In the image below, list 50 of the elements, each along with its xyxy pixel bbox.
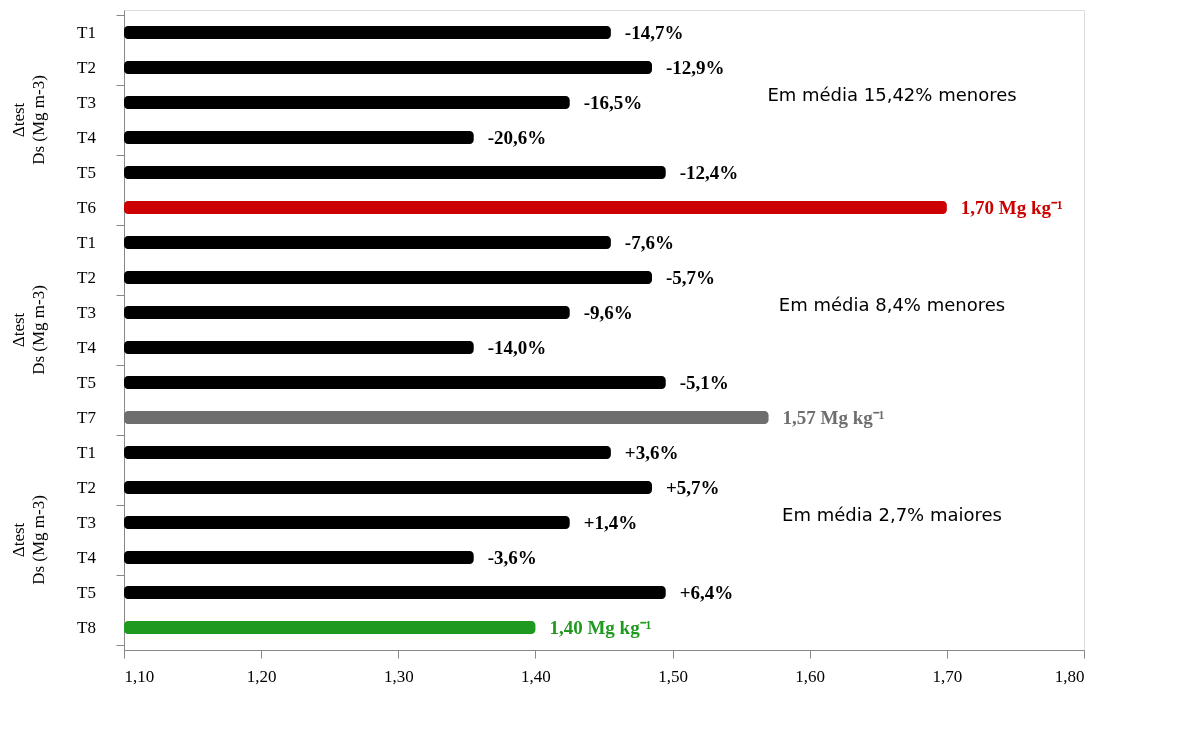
y-tick-label: T7 (77, 407, 97, 427)
annotation: +6,4% (679, 581, 734, 603)
annotation: -20,6% (487, 126, 547, 148)
x-tick-label: 1,20 (246, 666, 277, 686)
x-tick-label: 1,50 (658, 666, 688, 686)
data-label: 1,57 Mg kg⁻¹ (782, 406, 885, 428)
data-label: 1,40 Mg kg⁻¹ (549, 616, 652, 638)
x-tick-label: 1,70 (932, 666, 963, 686)
y-tick-label: T2 (77, 57, 96, 77)
annotation: +1,4% (583, 511, 638, 533)
annotation: -9,6% (583, 301, 633, 323)
annotation: +5,7% (666, 476, 720, 498)
text: Δtest Ds (Mg m-3) (9, 75, 48, 165)
y-tick-label: T1 (77, 232, 96, 252)
y-tick-label: T8 (77, 617, 96, 637)
x-tick-label: 1,30 (383, 666, 414, 686)
y-tick-label: T3 (77, 302, 96, 322)
y-tick-label: T3 (77, 512, 96, 532)
annotation: -16,5% (583, 91, 643, 113)
annotation: Em média 8,4% menores (778, 293, 1006, 315)
y-tick-label: T5 (77, 162, 96, 182)
y-tick-label: T4 (77, 547, 97, 567)
y-tick-label: T4 (77, 127, 97, 147)
annotation: -7,6% (624, 231, 674, 253)
y-tick-label: T5 (77, 372, 96, 392)
annotation: Em média 2,7% maiores (782, 503, 1002, 525)
annotation: -14,0% (487, 336, 547, 358)
annotation: -12,9% (666, 56, 725, 78)
x-tick-label: 1,60 (795, 666, 826, 686)
x-tick-label: 1,80 (1054, 666, 1085, 686)
y-tick-label: T5 (77, 582, 96, 602)
text: Δtest Ds (Mg m-3) (9, 495, 48, 585)
annotation: Em média 15,42% menores (767, 83, 1017, 105)
y-tick-label: T2 (77, 267, 96, 287)
annotation: +3,6% (624, 441, 679, 463)
x-tick-label: 1,10 (124, 666, 155, 686)
y-tick-label: T6 (77, 197, 96, 217)
y-tick-label: T2 (77, 477, 96, 497)
y-tick-label: T3 (77, 92, 96, 112)
x-tick-label: 1,40 (521, 666, 551, 686)
y-tick-label: T1 (77, 442, 96, 462)
y-tick-label: T4 (77, 337, 97, 357)
annotation: -12,4% (679, 161, 739, 183)
annotation: -5,7% (666, 266, 716, 288)
annotation: -5,1% (679, 371, 729, 393)
data-label: 1,70 Mg kg⁻¹ (960, 196, 1063, 218)
annotation: -3,6% (487, 546, 537, 568)
annotation: -14,7% (624, 21, 684, 43)
text: Δtest Ds (Mg m-3) (9, 285, 48, 375)
y-tick-label: T1 (77, 22, 96, 42)
